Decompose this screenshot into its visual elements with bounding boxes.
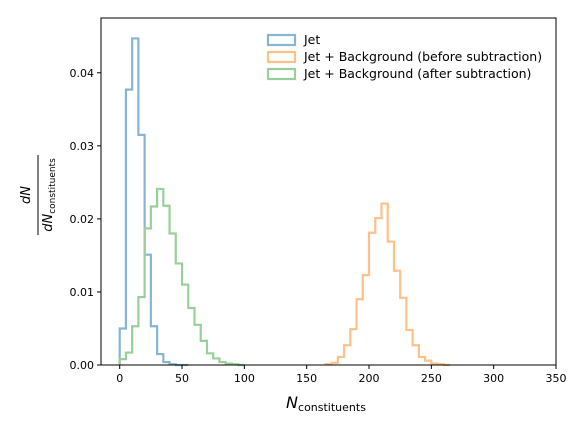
legend-label-2: Jet + Background (after subtraction) — [303, 66, 531, 81]
y-tick-label: 0.04 — [70, 67, 95, 80]
legend: Jet Jet + Background (before subtraction)… — [266, 32, 542, 81]
legend-swatch-1 — [266, 50, 297, 64]
plot-frame — [100, 17, 557, 366]
y-axis-label: dN dNconstituents — [19, 155, 58, 235]
x-tick-label: 200 — [359, 372, 380, 385]
y-tick-label: 0.00 — [70, 359, 95, 372]
legend-label-0: Jet — [303, 32, 320, 47]
x-tick-label: 150 — [296, 372, 317, 385]
y-tick-label: 0.01 — [70, 286, 95, 299]
x-tick-label: 0 — [116, 372, 123, 385]
x-tick-label: 300 — [483, 372, 504, 385]
histogram-series-0 — [118, 37, 189, 367]
x-tick-label: 350 — [546, 372, 567, 385]
x-tick-label: 50 — [175, 372, 189, 385]
plot-area — [118, 37, 451, 367]
y-tick-label: 0.03 — [70, 140, 95, 153]
legend-swatch-2 — [266, 67, 297, 81]
x-tick-label: 250 — [421, 372, 442, 385]
histogram-series-2 — [118, 187, 245, 367]
y-label-numerator: dN — [19, 186, 34, 204]
y-label-denominator: dNconstituents — [41, 158, 58, 232]
axes: 0 50 100 150 200 250 300 350 0.00 0.01 0.02 0.03 0.0… — [70, 17, 567, 385]
legend-swatch-0 — [266, 33, 297, 47]
x-tick-label: 100 — [234, 372, 255, 385]
y-tick-label: 0.02 — [70, 213, 95, 226]
histogram-series-1 — [324, 202, 451, 367]
legend-label-1: Jet + Background (before subtraction) — [303, 49, 542, 64]
x-axis-label: Nconstituents — [286, 393, 366, 414]
